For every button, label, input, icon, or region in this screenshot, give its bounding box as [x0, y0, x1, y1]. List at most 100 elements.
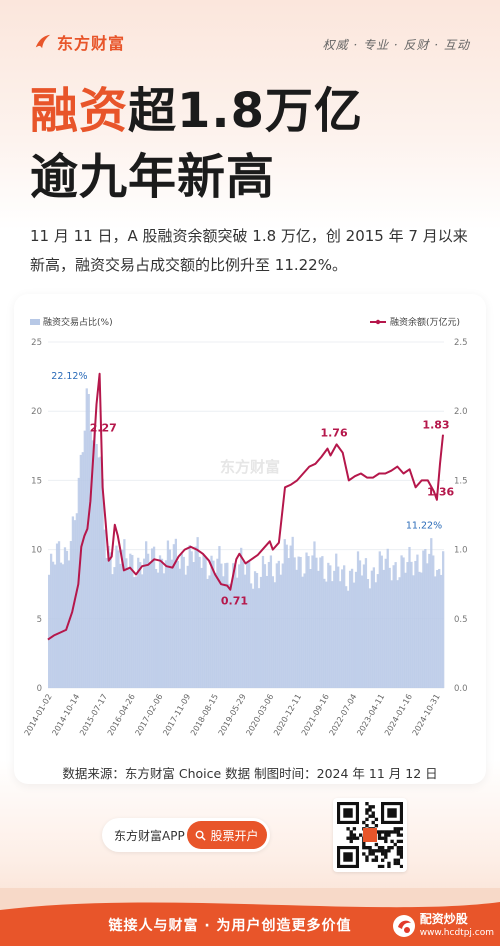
site-logo-icon — [392, 915, 415, 937]
ratio-bar — [141, 574, 144, 688]
app-promo[interactable]: 东方财富APP 股票开户 — [102, 818, 270, 852]
qr-module — [368, 852, 372, 856]
ratio-bar — [434, 576, 437, 688]
ratio-bar — [49, 553, 53, 688]
title-line-1: 融资超1.8万亿 — [30, 78, 363, 144]
ratio-bar — [105, 557, 108, 688]
open-account-button[interactable]: 股票开户 — [187, 821, 267, 849]
ratio-bar — [414, 560, 417, 688]
ratio-bar — [230, 583, 233, 688]
ratio-bar — [317, 570, 320, 688]
qr-module — [346, 827, 350, 831]
data-label: 1.36 — [427, 486, 454, 499]
qr-module — [396, 861, 401, 866]
page-title: 融资超1.8万亿 逾九年新高 — [30, 78, 363, 210]
qr-module — [399, 852, 404, 856]
ratio-bar — [224, 563, 227, 688]
ratio-bar — [170, 559, 174, 688]
qr-module — [384, 833, 388, 837]
qr-code[interactable] — [333, 798, 407, 872]
ratio-bar — [133, 577, 136, 688]
data-label: 0.71 — [221, 595, 248, 608]
qr-finder — [343, 808, 353, 818]
ratio-bar — [343, 565, 346, 688]
qr-module — [349, 836, 353, 840]
ratio-bar — [388, 567, 391, 688]
x-tick: 2016-04-26 — [106, 693, 137, 738]
ratio-bar — [420, 572, 423, 688]
title-line-2: 逾九年新高 — [30, 149, 276, 205]
data-label: 1.83 — [422, 419, 449, 432]
x-tick: 2020-03-06 — [244, 693, 275, 738]
ratio-bar — [339, 581, 342, 688]
ratio-bar — [216, 558, 219, 688]
ratio-bar — [275, 563, 278, 688]
qr-module — [393, 861, 397, 866]
qr-module — [390, 839, 394, 844]
ratio-bar — [85, 388, 88, 688]
ratio-bar — [184, 574, 187, 688]
qr-module — [387, 830, 391, 834]
ratio-bar — [352, 582, 356, 688]
qr-module — [374, 824, 379, 828]
ratio-bar — [103, 529, 106, 688]
qr-module — [349, 839, 353, 844]
footer-wave-icon — [0, 888, 500, 910]
qr-module — [362, 820, 366, 825]
ratio-bar — [374, 582, 377, 688]
ratio-bar — [315, 557, 318, 688]
source-line: 数据来源：东方财富 Choice 数据 制图时间：2024 年 11 月 12 … — [62, 766, 438, 781]
qr-module — [374, 849, 379, 853]
ratio-bar — [196, 537, 199, 688]
ratio-bar — [194, 546, 197, 688]
qr-module — [381, 852, 385, 856]
ratio-bar — [333, 570, 336, 688]
ratio-bar — [147, 553, 150, 688]
ratio-bar — [259, 576, 263, 688]
ratio-bar — [115, 545, 118, 688]
ratio-bar — [220, 563, 223, 688]
x-tick: 2014-10-14 — [50, 693, 81, 738]
ratio-bar — [370, 570, 374, 688]
ratio-bar — [255, 572, 259, 688]
ratio-bar — [279, 574, 282, 688]
qr-module — [381, 830, 385, 834]
ratio-bar — [212, 560, 215, 688]
qr-module — [393, 827, 397, 831]
ratio-bar — [192, 562, 195, 688]
ratio-bar — [190, 551, 193, 688]
qr-module — [355, 836, 360, 840]
ratio-bar — [291, 536, 294, 688]
qr-module — [396, 852, 401, 856]
qr-module — [349, 833, 353, 837]
ratio-bar — [222, 576, 225, 688]
ratio-bar — [107, 545, 110, 688]
qr-module — [387, 849, 391, 853]
ratio-bar — [200, 567, 203, 688]
brand-logo[interactable]: 东方财富 — [34, 30, 125, 54]
ratio-bar — [378, 551, 381, 688]
ratio-bar — [293, 557, 296, 688]
ratio-bar — [148, 563, 152, 688]
intro-text: 11 月 11 日，A 股融资余额突破 1.8 万亿，创 2015 年 7 月以… — [30, 227, 468, 274]
ratio-bar — [247, 560, 251, 688]
site-watermark[interactable]: 配资炒股 www.hcdtpj.com — [391, 912, 494, 940]
x-tick: 2018-08-15 — [189, 693, 220, 738]
ratio-bar — [57, 541, 61, 688]
qr-module — [368, 805, 372, 809]
qr-code-icon — [337, 802, 404, 869]
ratio-bar — [131, 555, 134, 688]
ratio-bar — [154, 569, 158, 688]
x-tick: 2014-01-02 — [23, 693, 54, 738]
ratio-bar — [295, 569, 298, 688]
ratio-bar — [208, 575, 211, 688]
ratio-bar — [364, 558, 368, 688]
qr-module — [381, 846, 385, 850]
ratio-bar — [83, 430, 86, 688]
ratio-bar — [127, 568, 130, 688]
qr-module — [377, 846, 382, 850]
ratio-bar — [87, 393, 90, 688]
ratio-bar — [236, 577, 239, 688]
qr-module — [396, 846, 401, 850]
data-label: 22.12% — [51, 371, 87, 382]
